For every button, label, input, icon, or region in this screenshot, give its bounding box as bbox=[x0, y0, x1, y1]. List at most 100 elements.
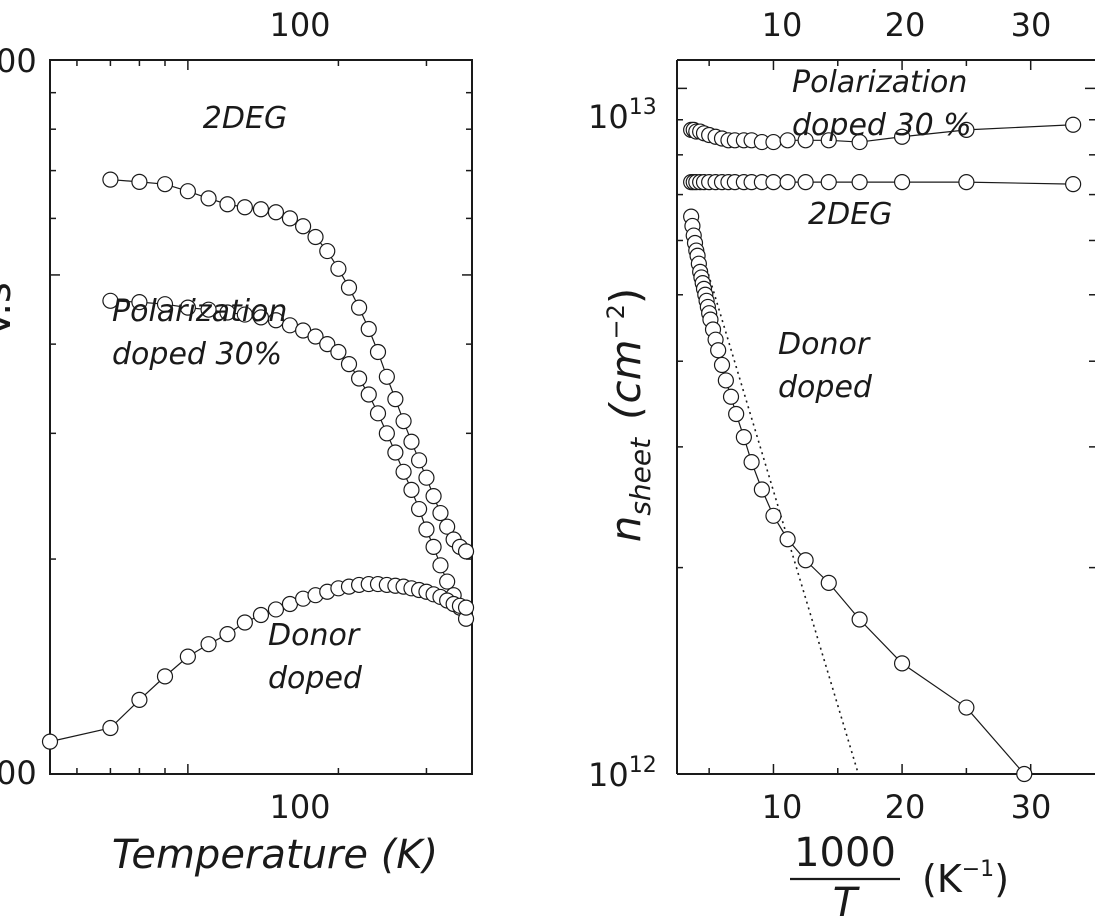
right-point-donor-doped bbox=[753, 481, 770, 498]
left-point-polarization-doped-30 bbox=[307, 328, 324, 345]
left-point-polarization-doped-30 bbox=[418, 521, 435, 538]
left-point-polarization-doped-30 bbox=[156, 296, 174, 313]
sheet-density-vs-inverse-temperature-chart: 10 20 30 10 20 30 1013 1012 nsheet(cm−2)… bbox=[588, 6, 1095, 923]
left-point-polarization-doped-30 bbox=[360, 386, 377, 403]
right-bottom-x-tick-label-30: 30 bbox=[1011, 788, 1052, 826]
left-annotation-polarization-line1: Polarization bbox=[112, 294, 287, 329]
left-point-2deg bbox=[236, 199, 253, 216]
left-point-2deg bbox=[425, 488, 442, 505]
right-x-label-denominator: T bbox=[833, 880, 861, 923]
left-y-axis-label-fragment: V.s bbox=[0, 282, 20, 338]
left-point-polarization-doped-30 bbox=[425, 538, 442, 556]
right-annotation-polarization-line1: Polarization bbox=[792, 65, 967, 100]
left-point-polarization-doped-30 bbox=[439, 573, 456, 590]
right-point-donor-doped bbox=[765, 507, 782, 524]
left-point-2deg bbox=[378, 368, 395, 385]
right-point-donor-doped bbox=[820, 574, 837, 591]
right-point-polarization-doped-30 bbox=[1065, 116, 1082, 133]
right-point-donor-doped bbox=[797, 552, 814, 569]
right-point-2deg bbox=[765, 173, 782, 191]
left-y-tick-label-top: 00 bbox=[0, 42, 37, 80]
right-point-2deg bbox=[1065, 176, 1082, 193]
right-point-donor-doped bbox=[728, 405, 745, 423]
right-point-donor-doped bbox=[893, 655, 911, 672]
left-point-2deg bbox=[360, 320, 377, 338]
right-point-2deg bbox=[893, 173, 911, 191]
right-x-label-unit: (K−1) bbox=[922, 857, 1009, 901]
left-point-2deg bbox=[156, 176, 174, 193]
right-point-donor-doped bbox=[958, 699, 975, 716]
right-bottom-x-tick-label-10: 10 bbox=[762, 788, 803, 826]
right-point-2deg bbox=[797, 173, 814, 191]
left-point-polarization-doped-30 bbox=[102, 292, 119, 309]
left-x-axis-label: Temperature (K) bbox=[112, 832, 438, 878]
left-point-donor-doped bbox=[41, 733, 59, 750]
left-point-2deg bbox=[102, 171, 119, 188]
right-point-2deg bbox=[779, 173, 796, 191]
right-point-polarization-doped-30 bbox=[779, 132, 796, 149]
left-point-2deg bbox=[395, 413, 412, 430]
left-point-polarization-doped-30 bbox=[319, 336, 336, 353]
left-point-2deg bbox=[330, 260, 347, 277]
left-point-polarization-doped-30 bbox=[267, 312, 285, 329]
right-point-2deg bbox=[851, 173, 868, 191]
left-point-2deg bbox=[200, 190, 217, 207]
left-point-polarization-doped-30 bbox=[378, 425, 395, 442]
left-point-2deg bbox=[267, 204, 285, 221]
left-point-polarization-doped-30 bbox=[351, 370, 368, 387]
right-top-x-tick-label-30: 30 bbox=[1011, 6, 1052, 44]
left-point-polarization-doped-30 bbox=[410, 500, 428, 518]
right-point-2deg bbox=[958, 173, 975, 191]
right-point-donor-doped bbox=[735, 429, 752, 446]
right-point-donor-doped bbox=[779, 531, 796, 548]
right-point-polarization-doped-30 bbox=[893, 128, 911, 145]
right-top-x-tick-label-10: 10 bbox=[762, 6, 803, 44]
left-point-2deg bbox=[432, 504, 449, 522]
left-point-2deg bbox=[219, 196, 236, 213]
left-point-polarization-doped-30 bbox=[369, 405, 387, 422]
right-point-donor-doped bbox=[743, 454, 760, 471]
left-point-polarization-doped-30 bbox=[219, 304, 236, 321]
left-point-polarization-doped-30 bbox=[330, 343, 347, 361]
left-annotation-donor-line1: Donor bbox=[268, 618, 361, 653]
left-point-donor-doped bbox=[267, 601, 285, 618]
left-point-polarization-doped-30 bbox=[340, 356, 358, 373]
right-axis-ticks bbox=[677, 60, 1095, 775]
right-annotation-2deg: 2DEG bbox=[808, 197, 892, 232]
left-y-tick-label-bottom: 00 bbox=[0, 754, 37, 792]
right-point-polarization-doped-30 bbox=[765, 133, 782, 151]
left-point-donor-doped bbox=[252, 606, 270, 624]
donor-exponential-fit-line bbox=[690, 216, 860, 775]
left-point-2deg bbox=[252, 201, 270, 218]
left-top-x-tick-label: 100 bbox=[269, 6, 330, 44]
left-point-polarization-doped-30 bbox=[387, 444, 404, 461]
right-point-donor-doped bbox=[713, 356, 731, 374]
left-point-2deg bbox=[418, 469, 435, 486]
left-point-polarization-doped-30 bbox=[395, 463, 412, 480]
right-y-tick-label-1e12: 1012 bbox=[588, 753, 657, 794]
left-point-2deg bbox=[179, 183, 196, 200]
left-series-lines bbox=[49, 178, 467, 743]
right-annotation-polarization-line2: doped 30 % bbox=[792, 108, 972, 143]
left-point-polarization-doped-30 bbox=[200, 301, 217, 318]
left-annotation-polarization-line2: doped 30% bbox=[112, 337, 282, 372]
left-point-2deg bbox=[439, 518, 456, 535]
left-point-2deg bbox=[387, 391, 404, 408]
right-x-label-numerator: 1000 bbox=[794, 830, 896, 876]
right-series-markers bbox=[683, 116, 1082, 783]
right-y-axis-label: nsheet(cm−2) bbox=[601, 288, 657, 543]
right-point-donor-doped bbox=[851, 611, 868, 628]
right-line-donor-doped bbox=[690, 216, 1025, 775]
left-point-donor-doped bbox=[236, 614, 253, 631]
mobility-vs-temperature-chart: 100 100 00 00 V.s Temperature (K) 2DEG P… bbox=[0, 6, 475, 878]
right-annotation-donor-line1: Donor bbox=[778, 327, 871, 362]
right-point-polarization-doped-30 bbox=[851, 133, 868, 151]
left-point-2deg bbox=[340, 279, 358, 296]
right-y-tick-label-1e13: 1013 bbox=[588, 95, 657, 136]
right-point-polarization-doped-30 bbox=[797, 132, 814, 149]
right-point-donor-doped bbox=[717, 372, 734, 389]
left-plot-frame bbox=[49, 59, 473, 775]
left-point-donor-doped bbox=[219, 626, 236, 643]
left-point-polarization-doped-30 bbox=[236, 306, 253, 323]
